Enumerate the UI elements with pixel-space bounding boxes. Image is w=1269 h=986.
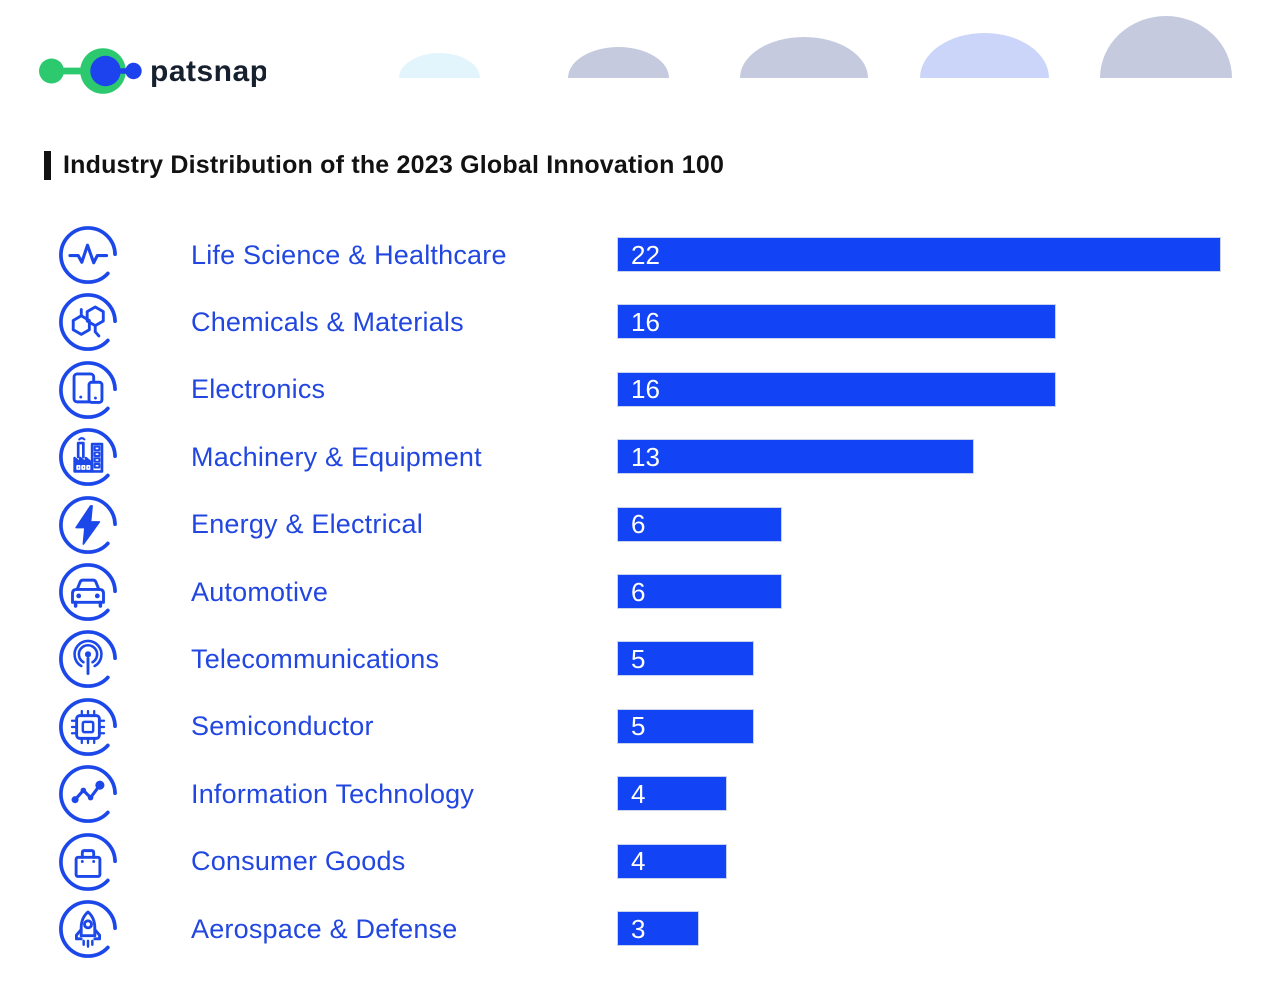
bar-chart: Life Science & Healthcare 22 Chemicals &… [0, 221, 1269, 986]
category-label: Machinery & Equipment [191, 441, 482, 472]
value-bar: 5 [617, 708, 755, 744]
chart-row: Electronics 16 [0, 356, 1269, 424]
patsnap-logo: patsnap [34, 48, 268, 99]
category-label: Telecommunications [191, 643, 440, 674]
bar-value-label: 3 [631, 913, 646, 944]
bar-value-label: 6 [631, 509, 646, 540]
category-label: Chemicals & Materials [191, 306, 464, 337]
decor-dome-3 [740, 37, 868, 78]
bar-value-label: 13 [631, 441, 660, 472]
chart-row: Information Technology 4 [0, 760, 1269, 828]
devices-icon [57, 359, 119, 421]
bar-value-label: 16 [631, 374, 660, 405]
bar-value-label: 4 [631, 846, 646, 877]
category-label: Energy & Electrical [191, 509, 423, 540]
bar-value-label: 5 [631, 643, 646, 674]
chart-row: Semiconductor 5 [0, 693, 1269, 761]
value-bar: 4 [617, 843, 727, 879]
patsnap-logo-text: patsnap [150, 55, 266, 88]
factory-icon [57, 426, 119, 488]
bolt-icon [57, 494, 119, 556]
rocket-icon [57, 898, 119, 960]
decor-dome-4 [920, 33, 1049, 78]
pulse-icon [57, 224, 119, 286]
antenna-icon [57, 628, 119, 690]
bar-value-label: 4 [631, 778, 646, 809]
value-bar: 6 [617, 574, 782, 609]
chart-row: Telecommunications 5 [0, 625, 1269, 693]
chart-title-row: Industry Distribution of the 2023 Global… [44, 151, 724, 180]
value-bar: 22 [617, 237, 1221, 272]
bar-value-label: 16 [631, 306, 660, 337]
category-label: Electronics [191, 374, 326, 405]
chart-row: Machinery & Equipment 13 [0, 423, 1269, 491]
title-marker [44, 151, 51, 180]
value-bar: 13 [617, 439, 974, 475]
chip-icon [57, 696, 119, 758]
page-title: Industry Distribution of the 2023 Global… [63, 151, 725, 179]
chart-row: Energy & Electrical 6 [0, 491, 1269, 559]
decor-dome-1 [399, 53, 480, 78]
car-icon [57, 561, 119, 623]
category-label: Consumer Goods [191, 846, 406, 877]
molecule-icon [57, 291, 119, 353]
value-bar: 4 [617, 776, 727, 812]
chart-row: Aerospace & Defense 3 [0, 895, 1269, 963]
graph-icon [57, 763, 119, 825]
value-bar: 3 [617, 911, 700, 946]
category-label: Automotive [191, 576, 329, 607]
category-label: Semiconductor [191, 711, 374, 742]
category-label: Aerospace & Defense [191, 913, 458, 944]
chart-row: Life Science & Healthcare 22 [0, 221, 1269, 289]
patsnap-logo-icon: patsnap [39, 48, 268, 94]
value-bar: 6 [617, 506, 782, 542]
decor-dome-2 [568, 47, 669, 78]
chart-row: Consumer Goods 4 [0, 828, 1269, 896]
category-label: Life Science & Healthcare [191, 239, 507, 270]
value-bar: 5 [617, 641, 755, 677]
bar-value-label: 22 [631, 239, 660, 270]
value-bar: 16 [617, 304, 1057, 340]
bar-value-label: 5 [631, 711, 646, 742]
chart-row: Chemicals & Materials 16 [0, 288, 1269, 356]
value-bar: 16 [617, 371, 1057, 407]
bar-value-label: 6 [631, 576, 646, 607]
decor-dome-5 [1100, 16, 1232, 78]
bag-icon [57, 831, 119, 893]
category-label: Information Technology [191, 778, 475, 809]
chart-row: Automotive 6 [0, 558, 1269, 626]
